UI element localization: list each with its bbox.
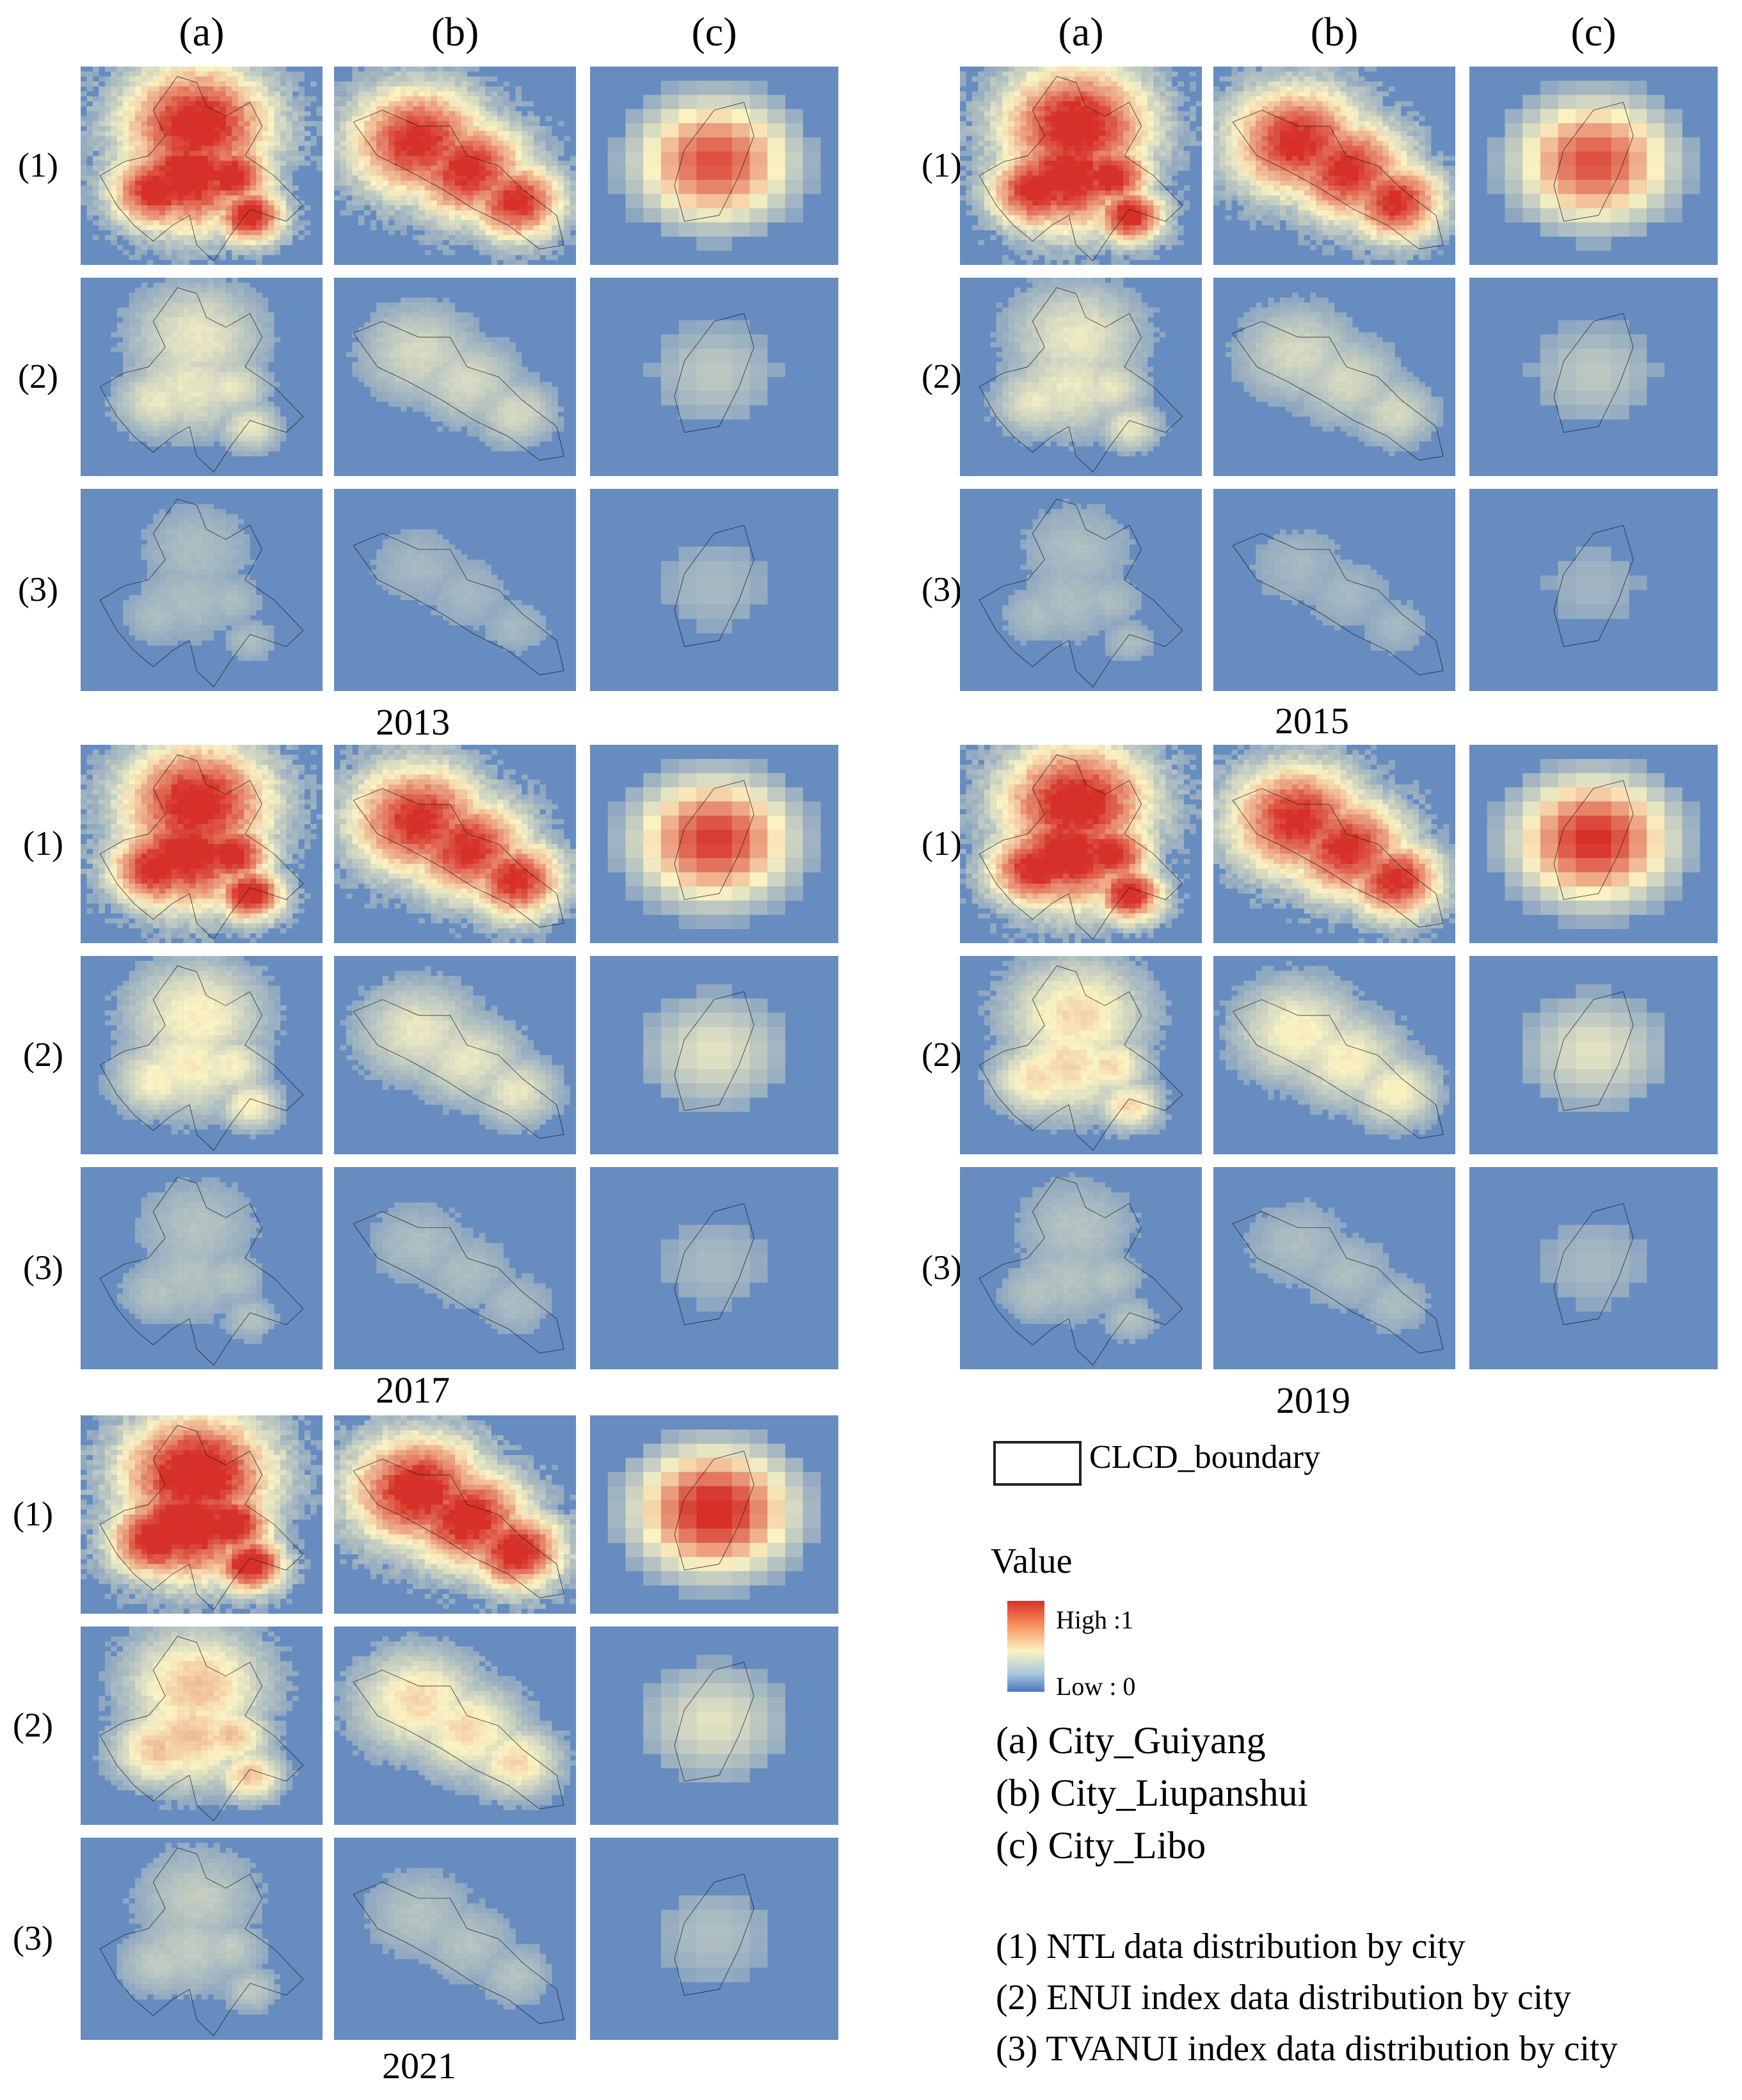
column-label-b: (b) (334, 12, 576, 52)
column-label-b: (b) (1213, 12, 1455, 52)
map-panel-2019-r2-b (1213, 956, 1455, 1154)
map-panel-2017-r2-c (590, 956, 838, 1154)
map-panel-2019-r1-c (1469, 745, 1718, 943)
column-label-a: (a) (960, 12, 1202, 52)
year-label-2015: 2015 (1261, 703, 1363, 740)
year-label-2019: 2019 (1262, 1382, 1364, 1419)
index-legend-3: (3) TVANUI index data distribution by ci… (996, 2031, 1618, 2067)
map-panel-2013-r2-a (81, 278, 323, 476)
row-label-2: (2) (18, 359, 58, 394)
map-panel-2021-r3-b (334, 1838, 576, 2040)
city-legend-c: (c) City_Libo (996, 1826, 1206, 1865)
map-panel-2019-r1-a (960, 745, 1202, 943)
row-label-2: (2) (23, 1037, 63, 1072)
map-panel-2019-r3-b (1213, 1167, 1455, 1369)
map-panel-2021-r3-a (81, 1838, 323, 2040)
row-label-1: (1) (18, 148, 58, 182)
row-label-3: (3) (922, 572, 962, 607)
map-panel-2017-r2-a (81, 956, 323, 1154)
row-label-2: (2) (13, 1708, 53, 1742)
city-legend-a: (a) City_Guiyang (996, 1721, 1266, 1760)
year-label-2013: 2013 (362, 704, 464, 741)
row-label-3: (3) (18, 572, 58, 607)
map-panel-2021-r2-b (334, 1627, 576, 1825)
map-panel-2015-r2-b (1213, 278, 1455, 476)
map-panel-2015-r1-a (960, 67, 1202, 265)
map-panel-2015-r2-c (1469, 278, 1718, 476)
map-panel-2021-r1-a (81, 1415, 323, 1614)
map-panel-2017-r3-b (334, 1167, 576, 1369)
map-panel-2015-r1-b (1213, 67, 1455, 265)
map-panel-2021-r2-a (81, 1627, 323, 1825)
row-label-2: (2) (922, 1037, 962, 1072)
map-panel-2013-r3-b (334, 489, 576, 691)
map-panel-2017-r1-b (334, 745, 576, 943)
map-panel-2017-r3-a (81, 1167, 323, 1369)
row-label-3: (3) (922, 1250, 962, 1285)
map-panel-2013-r1-a (81, 67, 323, 265)
column-label-c: (c) (590, 12, 838, 52)
row-label-3: (3) (23, 1250, 63, 1285)
value-legend-title: Value (991, 1543, 1073, 1579)
map-panel-2015-r2-a (960, 278, 1202, 476)
map-panel-2013-r3-a (81, 489, 323, 691)
column-label-c: (c) (1469, 12, 1718, 52)
map-panel-2017-r3-c (590, 1167, 838, 1369)
map-panel-2019-r2-a (960, 956, 1202, 1154)
map-panel-2013-r2-c (590, 278, 838, 476)
map-panel-2019-r1-b (1213, 745, 1455, 943)
map-panel-2013-r2-b (334, 278, 576, 476)
map-panel-2017-r2-b (334, 956, 576, 1154)
boundary-legend-label: CLCD_boundary (1089, 1441, 1320, 1474)
map-panel-2015-r3-c (1469, 489, 1718, 691)
row-label-1: (1) (922, 148, 962, 182)
boundary-legend-swatch (993, 1441, 1082, 1486)
row-label-3: (3) (13, 1921, 53, 1955)
year-label-2021: 2021 (368, 2048, 470, 2085)
map-panel-2015-r3-a (960, 489, 1202, 691)
map-panel-2021-r3-c (590, 1838, 838, 2040)
map-panel-2019-r2-c (1469, 956, 1718, 1154)
index-legend-1: (1) NTL data distribution by city (996, 1929, 1466, 1964)
map-panel-2015-r1-c (1469, 67, 1718, 265)
map-panel-2019-r3-a (960, 1167, 1202, 1369)
map-panel-2013-r3-c (590, 489, 838, 691)
year-label-2017: 2017 (362, 1372, 464, 1409)
map-panel-2013-r1-c (590, 67, 838, 265)
column-label-a: (a) (81, 12, 323, 52)
index-legend-2: (2) ENUI index data distribution by city (996, 1980, 1571, 2016)
map-panel-2021-r1-c (590, 1415, 838, 1614)
map-panel-2017-r1-c (590, 745, 838, 943)
map-panel-2015-r3-b (1213, 489, 1455, 691)
value-low-label: Low : 0 (1056, 1674, 1135, 1699)
row-label-1: (1) (23, 826, 63, 861)
map-panel-2019-r3-c (1469, 1167, 1718, 1369)
value-color-ramp (1007, 1601, 1044, 1692)
value-high-label: High :1 (1056, 1607, 1133, 1633)
map-panel-2021-r1-b (334, 1415, 576, 1614)
row-label-1: (1) (13, 1497, 53, 1531)
map-panel-2021-r2-c (590, 1627, 838, 1825)
row-label-1: (1) (922, 826, 962, 861)
map-panel-2013-r1-b (334, 67, 576, 265)
city-legend-b: (b) City_Liupanshui (996, 1774, 1308, 1812)
row-label-2: (2) (922, 359, 962, 394)
map-panel-2017-r1-a (81, 745, 323, 943)
